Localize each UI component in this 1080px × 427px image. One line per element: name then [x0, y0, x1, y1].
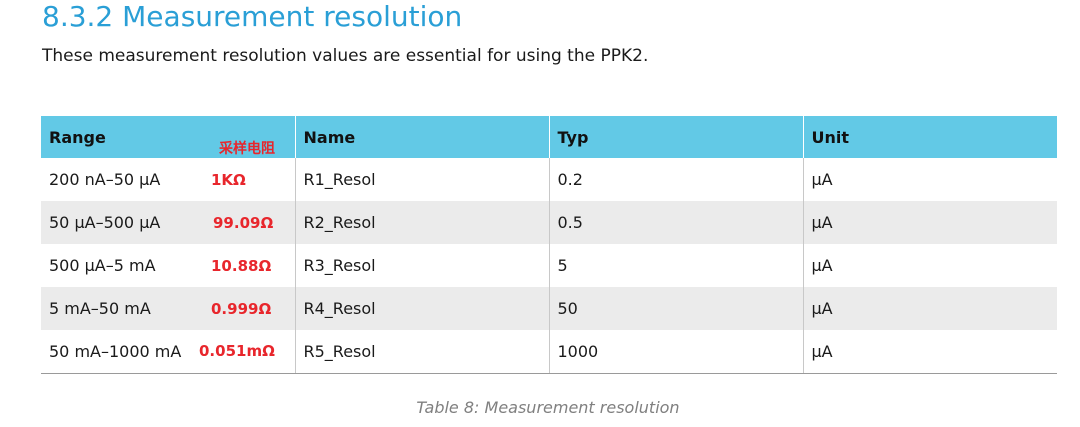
table-row: 50 mA–1000 mA 0.051mΩ R5_Resol 1000 µA: [41, 330, 1057, 374]
measurement-resolution-table: Range 采样电阻 Name Typ Unit 200 nA–50 µA 1K…: [41, 116, 1057, 374]
range-value: 500 µA–5 mA: [49, 256, 156, 275]
cell-unit: µA: [811, 170, 833, 189]
resistor-annotation: 99.09Ω: [213, 213, 274, 232]
cell-typ: 1000: [549, 330, 804, 374]
cell-typ: 5: [549, 244, 804, 287]
section-intro: These measurement resolution values are …: [42, 46, 649, 66]
cell-range: 50 µA–500 µA 99.09Ω: [41, 201, 296, 244]
table-row: 200 nA–50 µA 1KΩ R1_Resol 0.2 µA: [41, 158, 1057, 201]
resistor-annotation: 0.051mΩ: [199, 342, 275, 361]
cell-name: R5_Resol: [295, 330, 550, 374]
table-row: 5 mA–50 mA 0.999Ω R4_Resol 50 µA: [41, 287, 1057, 330]
range-value: 5 mA–50 mA: [49, 299, 151, 318]
cell-name: R2_Resol: [295, 201, 550, 244]
section-title: 8.3.2 Measurement resolution: [42, 0, 463, 33]
cell-typ: 0.2: [549, 158, 804, 201]
table-header: Range 采样电阻 Name Typ Unit: [41, 116, 1057, 158]
table-header-row: Range 采样电阻 Name Typ Unit: [41, 116, 1057, 158]
cell-range: 200 nA–50 µA 1KΩ: [41, 158, 296, 201]
resistor-annotation: 0.999Ω: [211, 299, 272, 318]
range-value: 50 mA–1000 mA: [49, 341, 182, 361]
cell-range: 5 mA–50 mA 0.999Ω: [41, 287, 296, 330]
header-unit: Unit: [811, 127, 850, 147]
table-row: 50 µA–500 µA 99.09Ω R2_Resol 0.5 µA: [41, 201, 1057, 244]
table-row: 500 µA–5 mA 10.88Ω R3_Resol 5 µA: [41, 244, 1057, 287]
cell-name: R1_Resol: [295, 158, 550, 201]
header-range-label: Range: [49, 127, 106, 147]
resistor-annotation: 1KΩ: [211, 170, 246, 189]
resistor-annotation: 10.88Ω: [211, 256, 272, 275]
cell-name: R3_Resol: [295, 244, 550, 287]
header-range: Range 采样电阻: [41, 116, 296, 158]
cell-name: R4_Resol: [295, 287, 550, 330]
header-typ: Typ: [549, 116, 804, 158]
range-value: 50 µA–500 µA: [49, 213, 161, 232]
cell-typ: 50: [549, 287, 804, 330]
cell-unit: µA: [811, 213, 833, 232]
header-range-annotation: 采样电阻: [219, 141, 275, 157]
table-caption: Table 8: Measurement resolution: [416, 398, 680, 417]
cell-range: 500 µA–5 mA 10.88Ω: [41, 244, 296, 287]
table-body: 200 nA–50 µA 1KΩ R1_Resol 0.2 µA 50 µA–5…: [41, 158, 1057, 374]
cell-unit: µA: [811, 299, 833, 318]
cell-unit: µA: [811, 256, 833, 275]
range-value: 200 nA–50 µA: [49, 170, 161, 189]
header-name: Name: [295, 116, 550, 158]
cell-unit: µA: [803, 330, 1057, 374]
cell-typ: 0.5: [549, 201, 804, 244]
cell-range: 50 mA–1000 mA 0.051mΩ: [41, 330, 296, 374]
